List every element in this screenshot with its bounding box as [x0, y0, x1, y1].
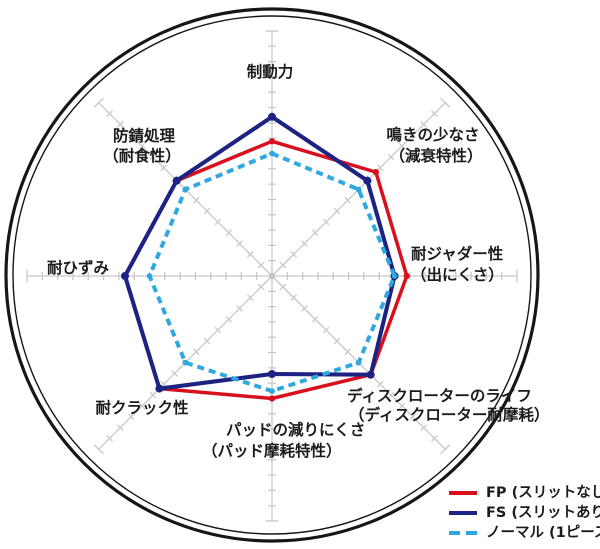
data-point-marker: [182, 359, 189, 366]
axis-label-6: 耐ひずみ: [47, 258, 110, 277]
axis-label-3: ディスクローターのライフ: [347, 386, 532, 405]
data-point-marker: [366, 370, 375, 379]
axis-label-3-sub: （ディスクローター耐摩耗）: [349, 405, 549, 424]
legend: FP (スリットなし) FS (スリットあり) ノーマル (1ピース): [449, 484, 600, 542]
data-point-marker: [372, 169, 379, 176]
axis-label-7: 防錆処理: [113, 126, 176, 145]
legend-label-fs: FS (スリットあり): [486, 504, 600, 521]
legend-label-fp: FP (スリットなし): [486, 484, 600, 501]
axis-label-2-sub: （出にくさ）: [411, 265, 504, 284]
legend-swatch-normal-dashed-line: [449, 530, 477, 536]
outer-double-ring: [4, 7, 540, 543]
axis-label-1: 鳴きの少なさ: [386, 125, 479, 144]
data-point-marker: [363, 176, 372, 185]
radar-center-marker: [269, 273, 275, 279]
axis-label-4-sub: （パッド摩耗特性）: [202, 441, 342, 460]
data-point-marker: [403, 272, 410, 280]
legend-item-normal: ノーマル (1ピース): [449, 524, 600, 542]
axis-label-5: 耐クラック性: [95, 398, 189, 417]
legend-swatch-fs-line: [449, 510, 477, 516]
data-point-marker: [146, 273, 153, 279]
axis-label-0: 制動力: [247, 62, 294, 81]
data-point-marker: [269, 150, 275, 157]
legend-item-fs: FS (スリットあり): [449, 504, 600, 522]
data-point-marker: [269, 388, 275, 394]
axis-labels: 制動力鳴きの少なさ（減衰特性）耐ジャダー性（出にくさ）ディスクローターのライフ（…: [47, 62, 549, 460]
series-normal: [146, 150, 398, 394]
data-point-marker: [121, 272, 129, 280]
data-point-marker: [268, 395, 276, 402]
legend-swatch-fp-line: [449, 490, 477, 496]
data-point-marker: [268, 370, 276, 378]
axis-label-2: 耐ジャダー性: [411, 244, 504, 263]
legend-label-normal: ノーマル (1ピース): [486, 524, 600, 541]
legend-item-fp: FP (スリットなし): [449, 484, 600, 502]
axis-label-7-sub: （耐食性）: [103, 146, 181, 165]
axis-label-4: パッドの減りにくさ: [226, 420, 365, 439]
data-point-marker: [155, 384, 164, 393]
data-point-marker: [268, 112, 276, 121]
axis-label-1-sub: （減衰特性）: [389, 146, 482, 165]
series-fs: [121, 112, 399, 393]
data-point-marker: [172, 176, 181, 185]
data-point-marker: [355, 359, 362, 366]
data-point-marker: [182, 186, 189, 193]
data-point-marker: [391, 273, 398, 279]
data-point-marker: [355, 186, 362, 193]
data-point-marker: [268, 138, 276, 145]
